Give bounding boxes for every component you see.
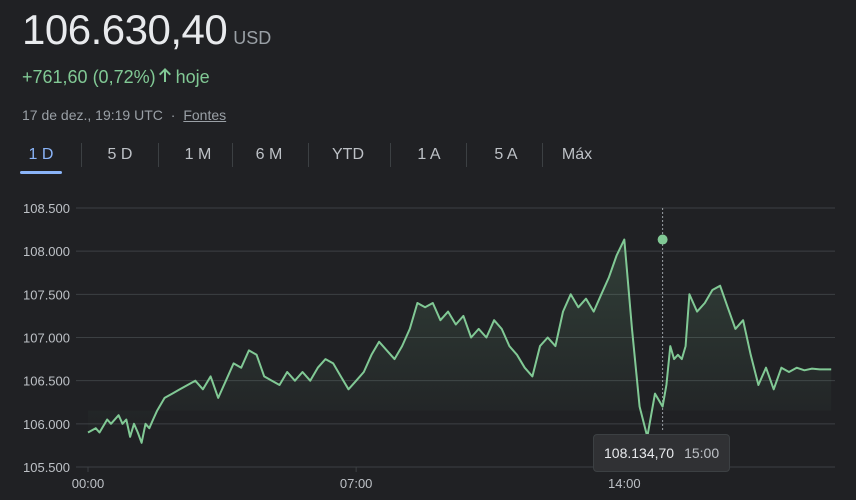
tab-1d[interactable]: 1 D xyxy=(20,140,62,174)
currency-label: USD xyxy=(233,28,272,48)
meta-separator: · xyxy=(170,107,176,123)
tab-5d[interactable]: 5 D xyxy=(107,146,133,163)
tab-divider xyxy=(81,143,82,167)
tab-max[interactable]: Máx xyxy=(561,146,593,163)
tab-divider xyxy=(308,143,309,167)
price-area xyxy=(88,239,832,443)
y-tick-label: 108.000 xyxy=(23,244,70,259)
change-value: +761,60 (0,72%) xyxy=(22,67,156,87)
tab-6m[interactable]: 6 M xyxy=(255,146,283,163)
y-tick-label: 105.500 xyxy=(23,460,70,475)
arrow-up-icon xyxy=(158,67,172,88)
timestamp-row: 17 de dez., 19:19 UTC · Fontes xyxy=(22,107,226,123)
y-tick-label: 107.500 xyxy=(23,287,70,302)
chart-tooltip: 108.134,70 15:00 xyxy=(593,434,731,472)
tooltip-time: 15:00 xyxy=(684,445,720,461)
tab-ytd[interactable]: YTD xyxy=(332,146,364,163)
y-tick-label: 108.500 xyxy=(23,201,70,216)
y-tick-label: 106.500 xyxy=(23,374,70,389)
sources-link[interactable]: Fontes xyxy=(183,107,227,123)
y-tick-label: 106.000 xyxy=(23,417,70,432)
time-range-tabs: 1 D 5 D 1 M 6 M YTD 1 A 5 A Máx xyxy=(20,140,601,174)
y-tick-label: 107.000 xyxy=(23,331,70,346)
hover-point xyxy=(657,234,668,245)
tab-divider xyxy=(158,143,159,167)
tab-1a[interactable]: 1 A xyxy=(417,146,441,163)
x-tick-label: 00:00 xyxy=(72,476,105,491)
current-price: 106.630,40 xyxy=(22,6,228,53)
price-line xyxy=(87,238,832,444)
price-chart[interactable]: 108.500 108.000 107.500 107.000 106.500 106.0… xyxy=(0,190,856,500)
tab-5a[interactable]: 5 A xyxy=(494,146,518,163)
change-period: hoje xyxy=(175,67,210,87)
y-axis-labels: 108.500 108.000 107.500 107.000 106.500 106.0… xyxy=(23,201,70,475)
tab-divider xyxy=(542,143,543,167)
x-tick-label: 07:00 xyxy=(340,476,373,491)
x-axis-labels: 00:00 07:00 14:00 xyxy=(72,467,641,491)
x-tick-label: 14:00 xyxy=(608,476,641,491)
tab-divider xyxy=(390,143,391,167)
tab-1m[interactable]: 1 M xyxy=(184,146,212,163)
tab-divider xyxy=(466,143,467,167)
price-header: 106.630,40 USD xyxy=(22,6,271,54)
price-change: +761,60 (0,72%) hoje xyxy=(22,67,210,88)
tooltip-value: 108.134,70 xyxy=(604,445,675,461)
timestamp: 17 de dez., 19:19 UTC xyxy=(22,107,163,123)
tab-divider xyxy=(232,143,233,167)
